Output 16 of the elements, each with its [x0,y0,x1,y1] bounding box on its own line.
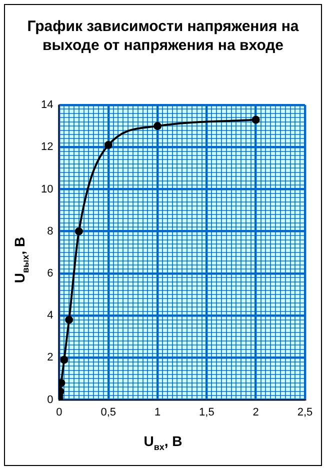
x-tick-label: 1 [154,406,161,418]
y-tick-label: 14 [40,99,54,112]
x-tick-label: 0,5 [100,406,116,418]
x-tick-label: 2 [252,406,259,418]
y-tick-label: 4 [47,310,54,322]
x-tick-label: 0 [56,406,62,418]
y-tick-label: 6 [47,267,54,280]
y-tick-label: 0 [47,394,54,406]
y-tick-label: 10 [40,183,54,196]
x-axis-title: U$_{вх}$, В [142,433,184,452]
chart-title: График зависимости напряжения на выходе от напряжения на входе [26,17,300,55]
y-tick-label: 2 [47,352,54,364]
y-tick-label: 8 [47,225,54,238]
y-tick-label: 12 [40,141,54,154]
x-tick-label: 2,5 [297,406,313,418]
x-tick-label: 1,5 [199,406,214,418]
